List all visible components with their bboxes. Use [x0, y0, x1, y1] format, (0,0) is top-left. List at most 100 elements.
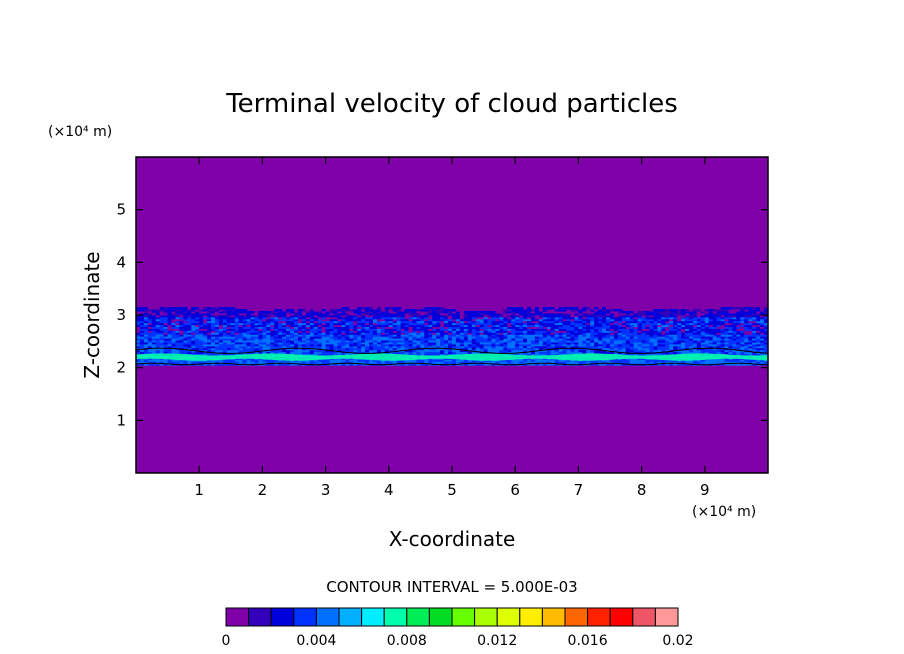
cloud-cell: [471, 318, 477, 322]
cloud-cell: [606, 328, 611, 331]
cloud-cell: [297, 341, 303, 345]
cloud-cell: [187, 336, 192, 339]
cloud-cell: [582, 316, 587, 320]
cloud-cell: [689, 334, 694, 337]
cloud-cell: [641, 322, 647, 326]
cloud-cell: [183, 347, 188, 351]
cloud-cell: [179, 337, 184, 341]
cloud-cell: [258, 361, 263, 364]
cloud-cell: [361, 309, 366, 312]
cloud-cell: [641, 334, 647, 337]
cloud-cell: [550, 337, 556, 341]
cloud-cell: [333, 361, 339, 364]
cloud-cell: [752, 314, 757, 318]
cloud-cell: [286, 337, 291, 341]
cloud-cell: [274, 334, 279, 337]
cloud-cell: [341, 339, 346, 343]
cloud-cell: [669, 322, 674, 326]
cloud-cell: [424, 307, 429, 310]
cloud-cell: [388, 351, 394, 355]
cloud-cell: [760, 347, 765, 351]
cloud-cell: [408, 316, 414, 320]
cloud-cell: [424, 322, 429, 326]
cloud-cell: [191, 339, 196, 343]
cloud-cell: [538, 322, 544, 326]
cloud-cell: [254, 343, 260, 347]
cloud-cell: [566, 309, 572, 312]
cloud-cell: [238, 328, 244, 331]
cloud-cell: [467, 312, 473, 316]
cloud-cell: [629, 334, 635, 337]
cloud-cell: [412, 318, 418, 322]
cloud-cell: [728, 312, 734, 316]
cloud-cell: [444, 320, 449, 324]
cloud-cell: [404, 320, 410, 324]
cloud-cell: [349, 324, 354, 328]
cloud-cell: [610, 349, 615, 353]
cloud-cell: [349, 322, 354, 326]
cloud-cell: [203, 336, 208, 339]
cloud-cell: [621, 341, 627, 345]
cloud-cell: [578, 341, 583, 345]
cloud-cell: [262, 336, 267, 339]
cloud-cell: [294, 361, 299, 364]
cloud-cell: [290, 337, 295, 341]
cloud-cell: [424, 318, 429, 322]
cloud-cell: [246, 312, 252, 316]
cloud-cell: [400, 318, 406, 322]
cloud-cell: [764, 341, 768, 345]
x-tick-label: 9: [700, 481, 710, 499]
cloud-cell: [218, 328, 224, 331]
cloud-cell: [345, 322, 350, 326]
cloud-cell: [183, 351, 188, 355]
cloud-cell: [542, 324, 548, 328]
cloud-cell: [167, 326, 173, 329]
cloud-cell: [345, 312, 350, 316]
cloud-cell: [574, 307, 579, 310]
cloud-cell: [195, 345, 200, 349]
cloud-cell: [424, 341, 429, 345]
cloud-cell: [764, 322, 768, 326]
cloud-cell: [610, 328, 615, 331]
cloud-cell: [183, 345, 188, 349]
cloud-cell: [748, 328, 753, 331]
cloud-cell: [487, 314, 493, 318]
cloud-cell: [183, 332, 188, 335]
cloud-cell: [542, 330, 548, 333]
cloud-cell: [471, 361, 477, 364]
cloud-cell: [428, 361, 433, 364]
cloud-cell: [669, 347, 674, 351]
cloud-cell: [266, 336, 271, 339]
cloud-cell: [459, 361, 465, 364]
cloud-cell: [171, 341, 177, 345]
cloud-cell: [613, 363, 619, 366]
cloud-cell: [203, 345, 208, 349]
cloud-cell: [175, 330, 181, 333]
cloud-cell: [562, 312, 568, 316]
cloud-cell: [538, 363, 544, 366]
cloud-cell: [629, 312, 635, 316]
cloud-cell: [436, 330, 441, 333]
cloud-cell: [388, 341, 394, 345]
cloud-cell: [511, 314, 516, 318]
cloud-cell: [645, 326, 651, 329]
cloud-cell: [337, 322, 342, 326]
cloud-cell: [297, 345, 303, 349]
cloud-cell: [531, 361, 536, 364]
cloud-cell: [321, 353, 327, 356]
cloud-cell: [282, 309, 287, 312]
cloud-cell: [657, 334, 662, 337]
cloud-cell: [736, 320, 741, 324]
cloud-cell: [175, 361, 181, 364]
cloud-cell: [538, 309, 544, 312]
cloud-cell: [199, 353, 204, 356]
cloud-cell: [527, 339, 532, 343]
cloud-cell: [420, 326, 425, 329]
cloud-cell: [258, 347, 263, 351]
cloud-cell: [313, 341, 319, 345]
cloud-cell: [503, 312, 508, 316]
cloud-cell: [238, 359, 244, 362]
cloud-cell: [250, 336, 256, 339]
cloud-cell: [353, 363, 358, 366]
cloud-cell: [546, 345, 552, 349]
